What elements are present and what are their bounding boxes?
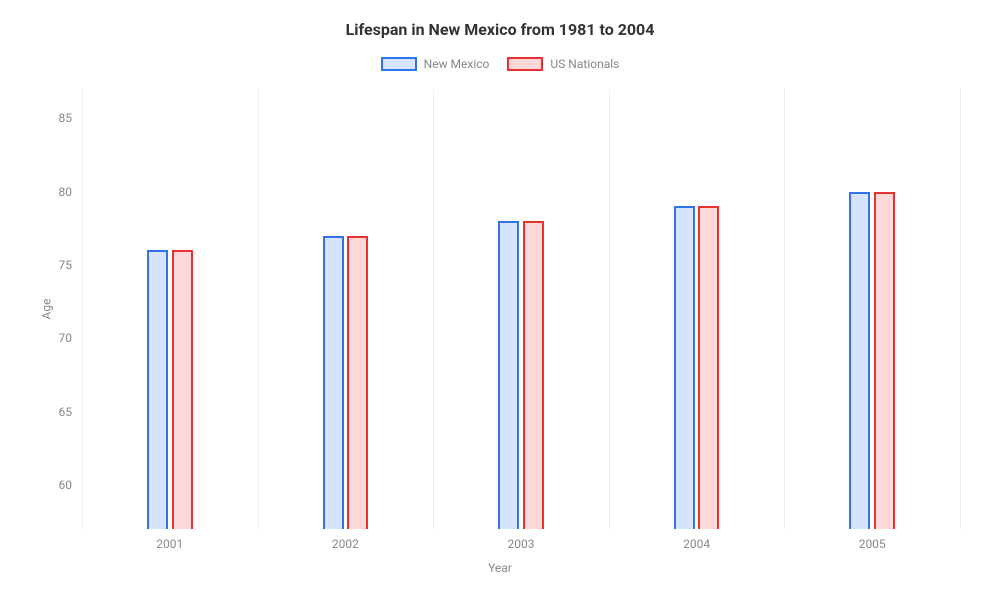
gridline (784, 89, 785, 529)
bar (849, 192, 870, 529)
y-tick: 70 (59, 331, 73, 345)
y-tick: 65 (59, 405, 73, 419)
legend: New Mexico US Nationals (30, 57, 970, 71)
legend-item-us-nationals: US Nationals (507, 57, 619, 71)
legend-label: New Mexico (424, 57, 490, 71)
bar (347, 236, 368, 529)
bar (874, 192, 895, 529)
y-tick: 80 (59, 185, 73, 199)
x-axis-label: Year (30, 561, 970, 575)
y-tick: 85 (59, 111, 73, 125)
y-tick: 75 (59, 258, 73, 272)
x-tick: 2005 (859, 537, 886, 551)
bar (674, 206, 695, 529)
x-tick: 2001 (156, 537, 183, 551)
x-tick: 2002 (332, 537, 359, 551)
legend-label: US Nationals (550, 57, 619, 71)
bars-layer (82, 89, 960, 529)
chart-container: Lifespan in New Mexico from 1981 to 2004… (0, 0, 1000, 600)
bar (172, 250, 193, 529)
gridline (82, 89, 83, 529)
x-tick-row: 2001 2002 2003 2004 2005 (82, 529, 960, 555)
gridline (433, 89, 434, 529)
plot-area: Age 606570758085 (82, 89, 960, 529)
bar (523, 221, 544, 529)
legend-item-new-mexico: New Mexico (381, 57, 490, 71)
y-axis-label: Age (39, 299, 53, 320)
x-tick: 2004 (683, 537, 710, 551)
y-tick: 60 (59, 478, 73, 492)
bar (498, 221, 519, 529)
gridline (609, 89, 610, 529)
legend-swatch-us-nationals (507, 57, 543, 71)
gridline (960, 89, 961, 529)
bar (147, 250, 168, 529)
bar (698, 206, 719, 529)
legend-swatch-new-mexico (381, 57, 417, 71)
bar (323, 236, 344, 529)
chart-title: Lifespan in New Mexico from 1981 to 2004 (30, 20, 970, 39)
gridline (258, 89, 259, 529)
plot: 606570758085 (82, 89, 960, 529)
x-tick: 2003 (508, 537, 535, 551)
